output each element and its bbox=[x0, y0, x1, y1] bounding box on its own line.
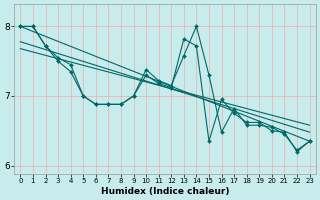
X-axis label: Humidex (Indice chaleur): Humidex (Indice chaleur) bbox=[101, 187, 229, 196]
